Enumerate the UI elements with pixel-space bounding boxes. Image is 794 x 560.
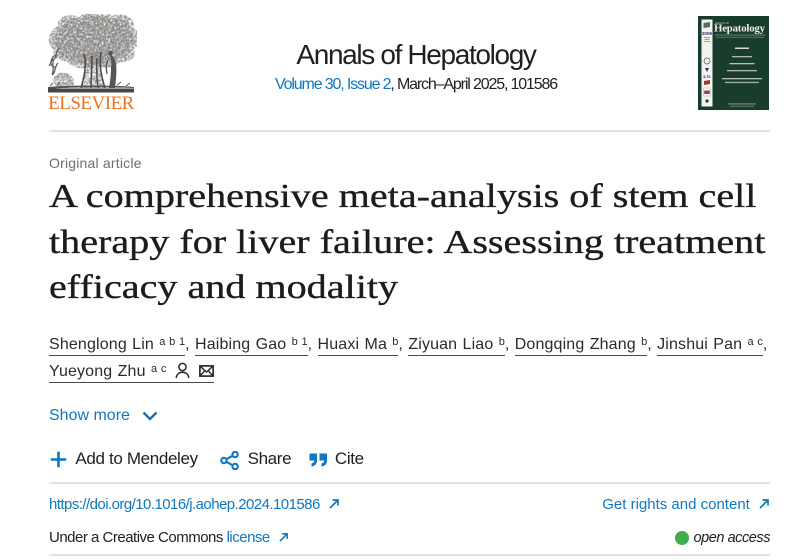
svg-text:ILTS: ILTS [703, 75, 711, 79]
svg-text:ANNALS OF: ANNALS OF [715, 22, 730, 25]
svg-text:Hepatology: Hepatology [714, 23, 766, 35]
svg-text:2006: 2006 [702, 31, 713, 36]
